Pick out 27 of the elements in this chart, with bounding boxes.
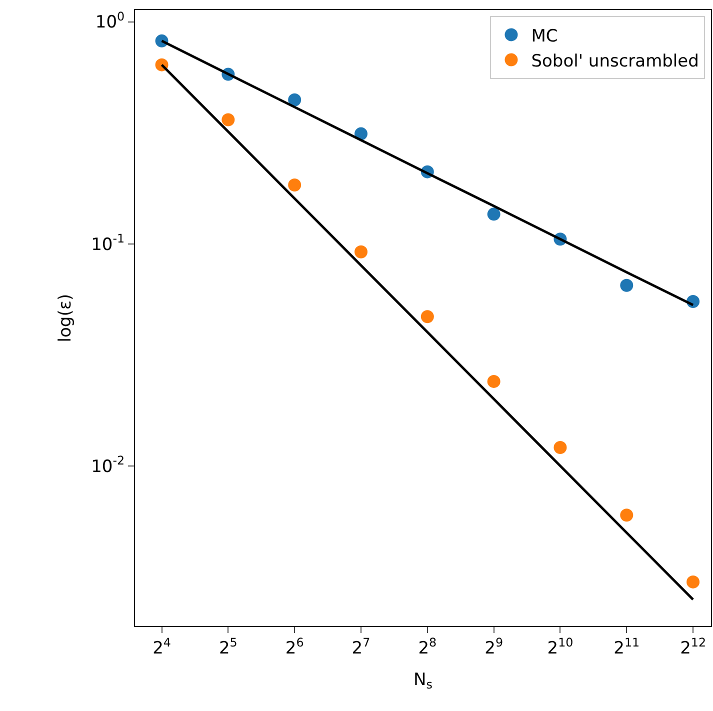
y-tick-label: 10$^{-1}$ bbox=[91, 232, 125, 255]
x-tick-label: 2$^{12}$ bbox=[680, 635, 706, 658]
y-tick-label: 10$^{0}$ bbox=[95, 10, 125, 33]
y-axis-title: log(ε) bbox=[56, 294, 76, 342]
x-tick-label: 2$^{5}$ bbox=[218, 635, 238, 658]
x-axis-title: N$_{s}$ bbox=[414, 670, 432, 692]
point bbox=[620, 508, 634, 522]
point bbox=[420, 310, 434, 324]
y-tick-label: 10$^{-2}$ bbox=[91, 454, 125, 477]
legend-label: Sobol' unscrambled bbox=[531, 51, 699, 72]
point bbox=[487, 208, 500, 221]
point bbox=[354, 245, 368, 258]
point bbox=[222, 113, 235, 126]
legend-label: MC bbox=[531, 26, 558, 46]
x-tick-label: 2$^{6}$ bbox=[285, 635, 304, 658]
point bbox=[288, 178, 302, 192]
x-tick-label: 2$^{9}$ bbox=[484, 635, 504, 658]
x-tick-label: 2$^{4}$ bbox=[152, 635, 171, 658]
x-tick-label: 2$^{11}$ bbox=[614, 635, 640, 658]
x-tick-label: 2$^{10}$ bbox=[547, 635, 574, 658]
x-tick-label: 2$^{7}$ bbox=[352, 635, 370, 658]
point bbox=[288, 93, 302, 106]
x-tick-label: 2$^{8}$ bbox=[418, 635, 437, 658]
point bbox=[620, 278, 634, 292]
point bbox=[554, 440, 567, 454]
point bbox=[686, 575, 700, 588]
point bbox=[487, 374, 500, 388]
